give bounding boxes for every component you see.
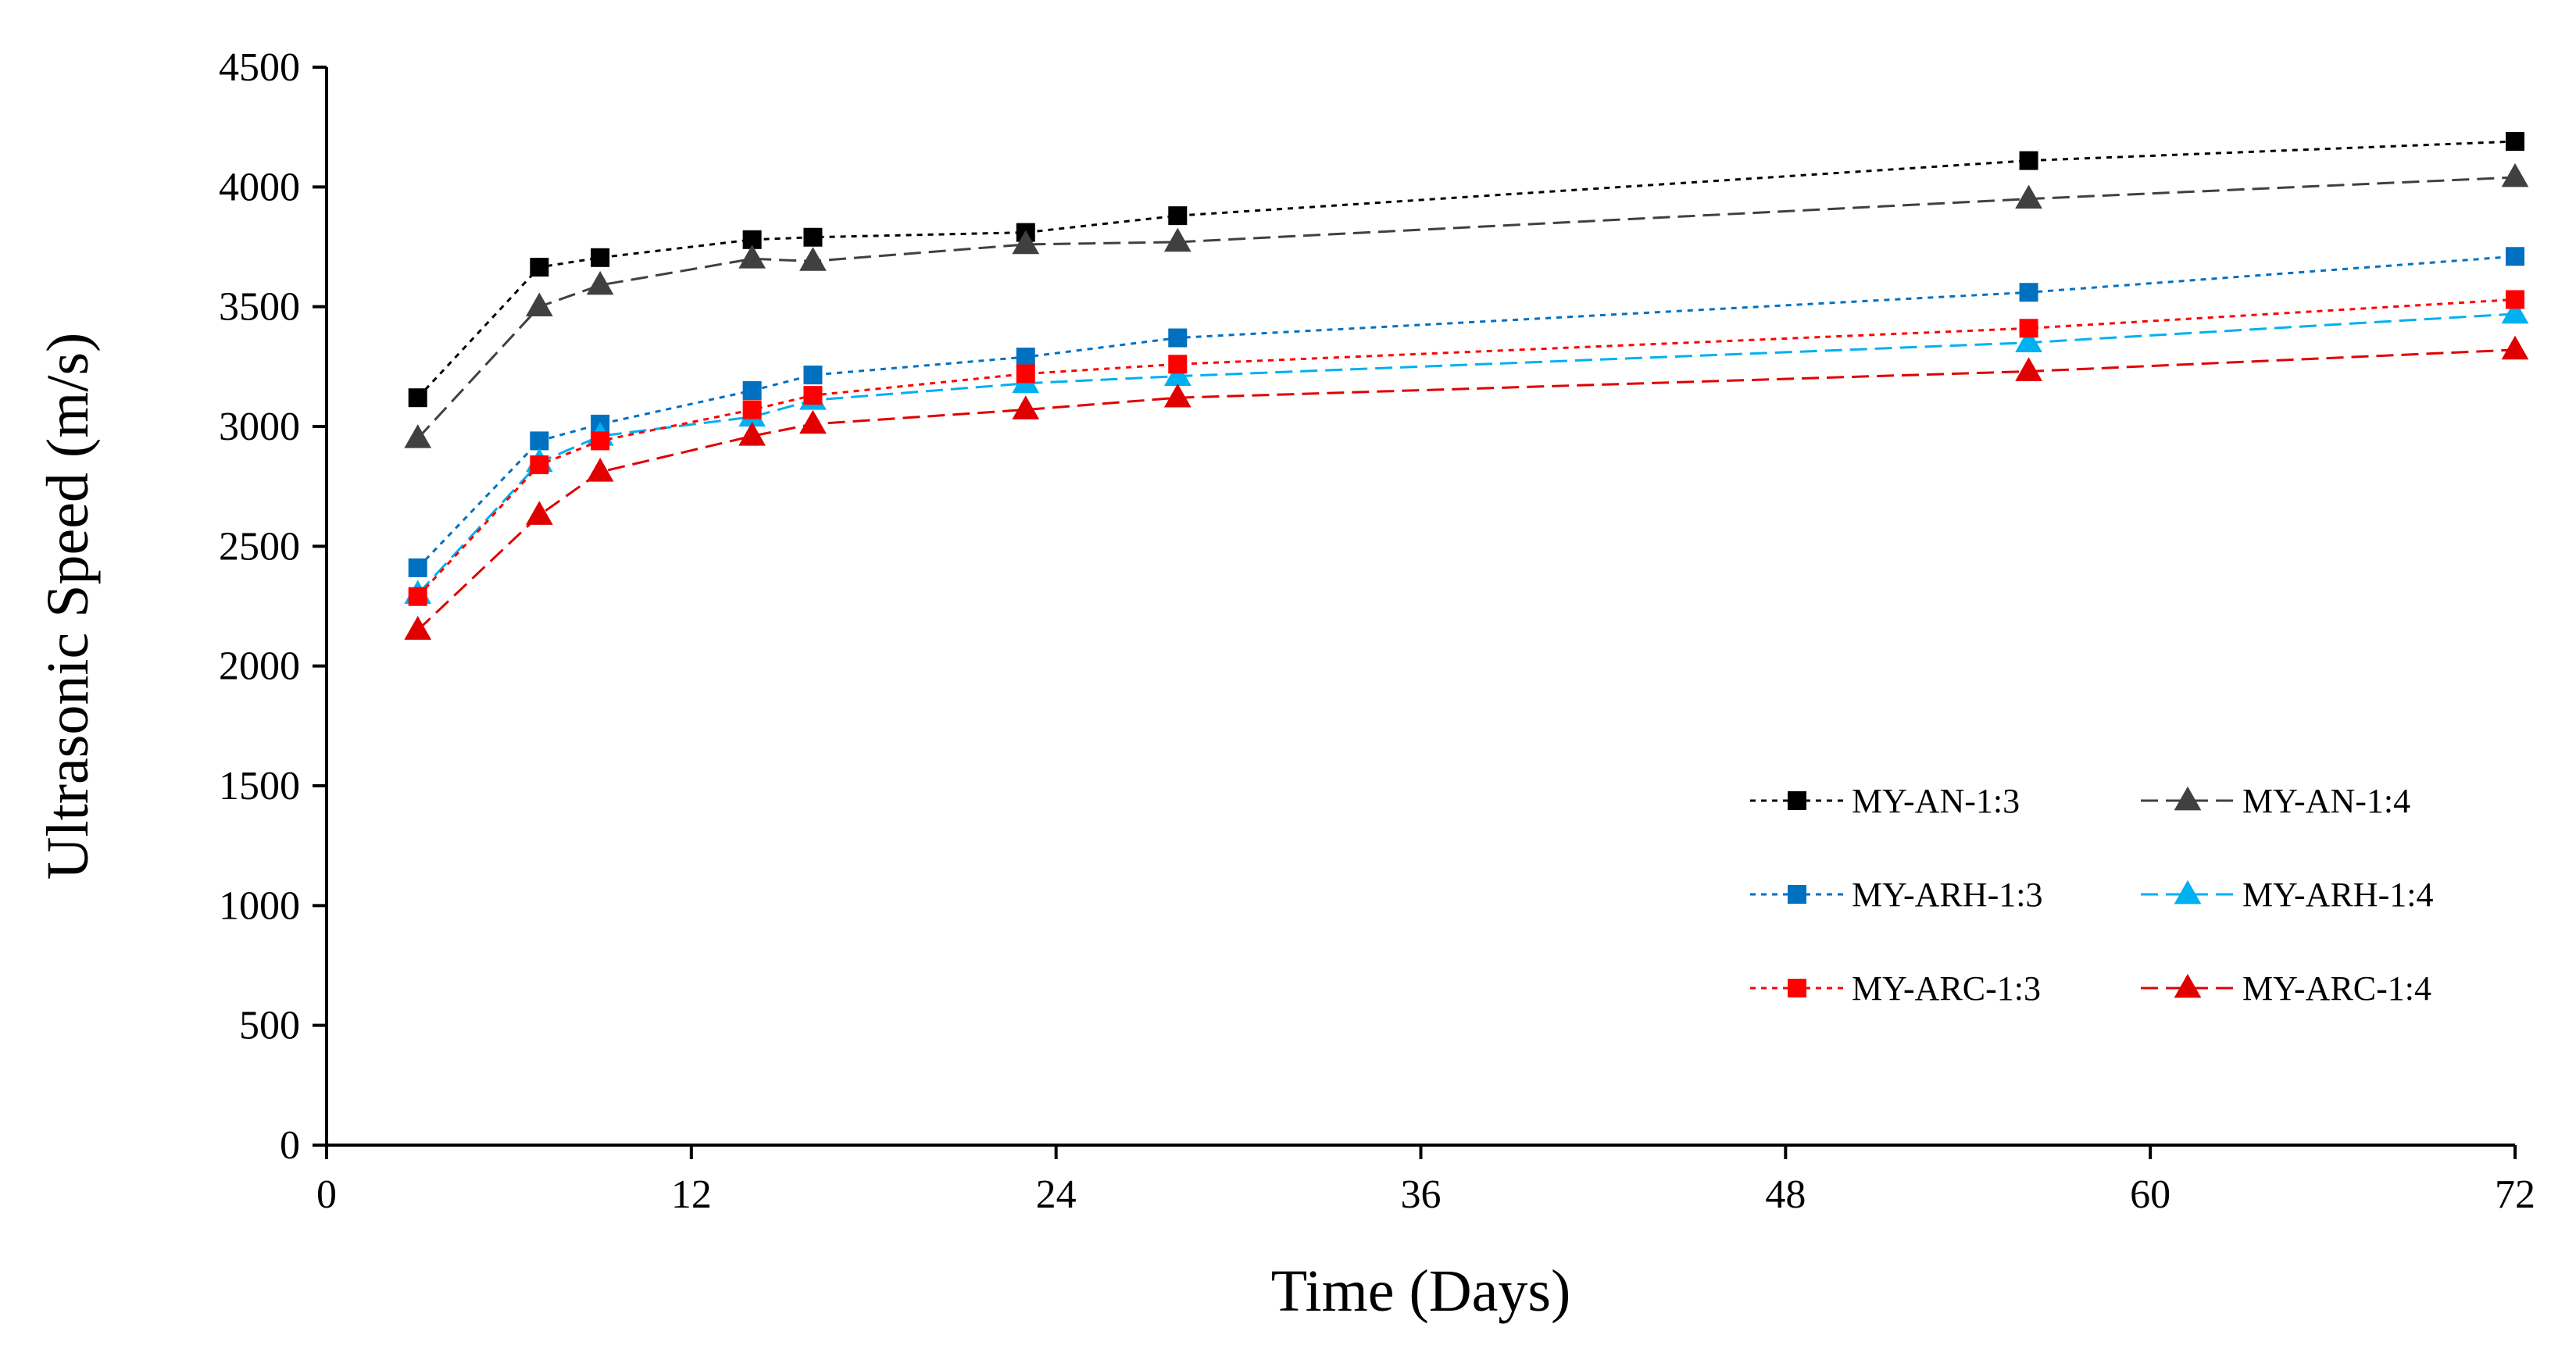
data-point bbox=[404, 616, 432, 641]
data-point bbox=[2501, 299, 2529, 324]
data-point bbox=[2015, 184, 2042, 209]
series-line bbox=[416, 176, 2516, 440]
legend-marker bbox=[2174, 880, 2202, 905]
legend-label: MY-ARC-1:4 bbox=[2242, 969, 2431, 1008]
legend-label: MY-AN-1:4 bbox=[2242, 782, 2410, 820]
data-point bbox=[799, 247, 827, 271]
data-point bbox=[2506, 132, 2524, 152]
data-point bbox=[408, 388, 427, 408]
legend-label: MY-ARC-1:3 bbox=[1852, 969, 2041, 1008]
data-point bbox=[1168, 355, 1188, 374]
data-point bbox=[738, 244, 766, 269]
legend: MY-AN-1:3 MY-AN-1:4 MY-ARH-1:3 MY-ARH-1:4 MY… bbox=[1750, 782, 2433, 1008]
legend-marker bbox=[1788, 885, 1806, 904]
data-point bbox=[530, 258, 549, 277]
data-point bbox=[2019, 319, 2038, 338]
y-tick-label: 0 bbox=[280, 1123, 300, 1168]
legend-item: MY-ARH-1:4 bbox=[2141, 876, 2433, 914]
legend-item: MY-ARC-1:4 bbox=[2141, 969, 2431, 1008]
data-point bbox=[1168, 206, 1188, 226]
data-point bbox=[2501, 162, 2529, 187]
x-tick-label: 48 bbox=[1765, 1172, 1806, 1217]
data-point bbox=[404, 424, 432, 448]
y-tick-label: 1500 bbox=[219, 764, 300, 808]
legend-marker bbox=[1788, 979, 1806, 997]
data-point bbox=[742, 381, 762, 400]
legend-marker bbox=[1788, 791, 1806, 810]
series-my-an-1-4 bbox=[404, 162, 2529, 448]
legend-item: MY-AN-1:4 bbox=[2141, 782, 2410, 820]
series-my-arh-1-4 bbox=[404, 299, 2529, 605]
data-point bbox=[738, 422, 766, 446]
legend-label: MY-ARH-1:4 bbox=[2242, 876, 2433, 914]
legend-item: MY-ARC-1:3 bbox=[1750, 969, 2041, 1008]
data-point bbox=[1016, 364, 1035, 384]
data-point bbox=[2501, 335, 2529, 360]
y-tick-label: 3000 bbox=[219, 405, 300, 449]
data-point bbox=[2015, 328, 2042, 353]
y-tick-label: 2500 bbox=[219, 524, 300, 569]
x-tick-label: 60 bbox=[2130, 1172, 2170, 1217]
legend-item: MY-ARH-1:3 bbox=[1750, 876, 2042, 914]
legend-label: MY-AN-1:3 bbox=[1852, 782, 2020, 820]
y-tick-label: 3500 bbox=[219, 285, 300, 330]
x-tick-label: 12 bbox=[671, 1172, 712, 1217]
data-point bbox=[586, 270, 614, 295]
series-line bbox=[416, 348, 2516, 631]
y-tick-label: 1000 bbox=[219, 883, 300, 928]
y-tick-label: 4000 bbox=[219, 165, 300, 209]
series-my-arc-1-4 bbox=[404, 335, 2529, 641]
data-point bbox=[2019, 283, 2038, 302]
axes: 0 12 24 36 48 60 72 0 500 1000 1500 2000 2500 3000 350… bbox=[219, 45, 2535, 1217]
series-line bbox=[416, 312, 2516, 595]
data-point bbox=[1168, 328, 1188, 348]
legend-item: MY-AN-1:3 bbox=[1750, 782, 2020, 820]
data-point bbox=[799, 409, 827, 434]
legend-marker bbox=[2174, 973, 2202, 998]
data-point bbox=[591, 431, 610, 451]
x-tick-label: 72 bbox=[2495, 1172, 2535, 1217]
data-point bbox=[1163, 227, 1192, 252]
data-point bbox=[1163, 362, 1192, 386]
x-tick-label: 24 bbox=[1036, 1172, 1077, 1217]
y-tick-label: 500 bbox=[239, 1004, 300, 1048]
legend-label: MY-ARH-1:3 bbox=[1852, 876, 2042, 914]
data-point bbox=[530, 431, 549, 451]
series-line bbox=[416, 298, 2516, 598]
x-tick-label: 0 bbox=[316, 1172, 337, 1217]
data-point bbox=[2015, 357, 2042, 381]
data-point bbox=[525, 292, 553, 317]
x-tick-label: 36 bbox=[1401, 1172, 1442, 1217]
data-point bbox=[591, 248, 610, 267]
y-tick-label: 4500 bbox=[219, 45, 300, 90]
data-point bbox=[742, 400, 762, 419]
data-point bbox=[525, 501, 553, 525]
series-line bbox=[416, 140, 2516, 399]
data-point bbox=[2019, 151, 2038, 170]
legend-marker bbox=[2174, 786, 2202, 811]
data-point bbox=[803, 386, 823, 405]
y-axis-title: Ultrasonic Speed (m/s) bbox=[35, 333, 101, 880]
data-point bbox=[408, 558, 427, 577]
data-point bbox=[530, 455, 549, 475]
series-my-arh-1-3 bbox=[408, 247, 2524, 577]
data-point bbox=[803, 227, 823, 247]
data-point bbox=[1016, 348, 1035, 367]
y-tick-label: 2000 bbox=[219, 644, 300, 689]
series-my-arc-1-3 bbox=[408, 290, 2524, 606]
data-point bbox=[1012, 230, 1040, 255]
data-point bbox=[586, 458, 614, 482]
data-point bbox=[1163, 383, 1192, 408]
data-point bbox=[2506, 290, 2524, 309]
series-group bbox=[404, 132, 2529, 641]
x-axis-title: Time (Days) bbox=[1271, 1258, 1571, 1324]
data-point bbox=[803, 366, 823, 385]
data-point bbox=[2506, 247, 2524, 266]
data-point bbox=[1012, 395, 1040, 419]
series-line bbox=[416, 255, 2516, 569]
data-point bbox=[408, 587, 427, 606]
